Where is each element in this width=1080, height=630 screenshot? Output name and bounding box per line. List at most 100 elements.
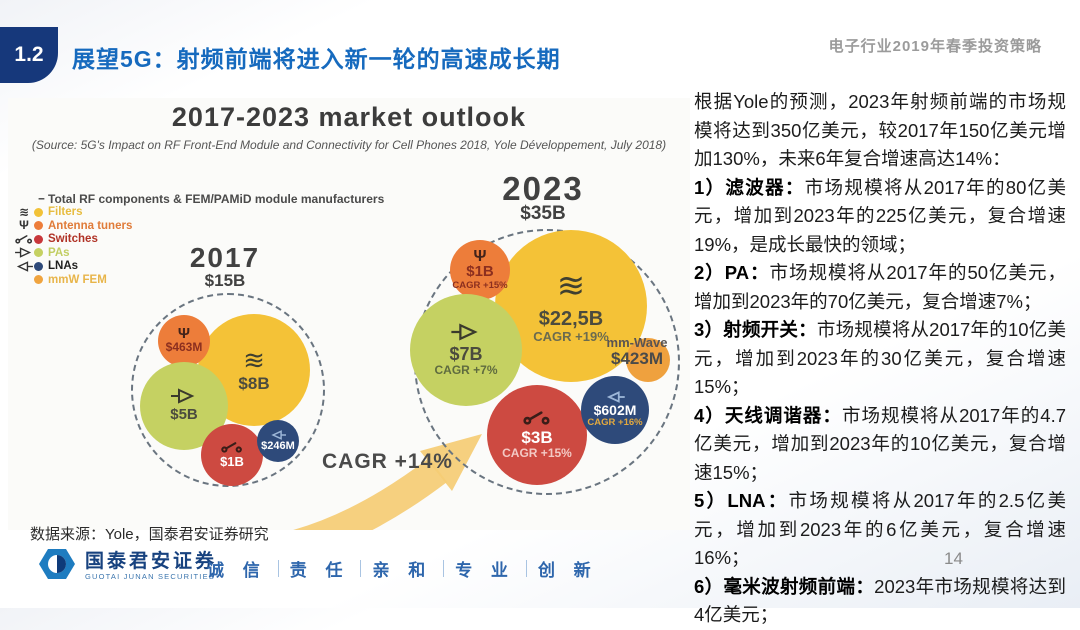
mmwave-label: mm-Wave $423M <box>596 336 678 368</box>
bubble-value: $8B <box>238 374 270 394</box>
bubble-cagr: CAGR +15% <box>452 279 508 291</box>
legend-total-label: Total RF components & FEM/PAMiD module m… <box>48 191 385 206</box>
bubble-value: $246M <box>261 439 295 452</box>
mmwave-value: $423M <box>611 349 663 368</box>
bubble-2023-pas: $7B CAGR +7% <box>410 294 522 406</box>
logo-name-en: GUOTAI JUNAN SECURITIES <box>85 572 215 581</box>
bubble-cagr: CAGR +19% <box>533 328 609 344</box>
bubble-value: $1B <box>466 263 494 281</box>
lna-amplifier-icon <box>605 391 625 403</box>
legend-label-antenna-tuners: Antenna tuners <box>48 219 133 232</box>
analysis-item-mmwave: 6）毫米波射频前端：2023年市场规模将达到4亿美元； <box>694 575 1066 626</box>
bubble-value: $22,5B <box>538 307 604 330</box>
dashed-circle-2017 <box>131 293 325 487</box>
chart-legend: -- Total RF components & FEM/PAMiD modul… <box>14 192 384 287</box>
pa-amplifier-icon <box>14 247 34 258</box>
legend-label-mmw-fem: mmW FEM <box>48 273 107 286</box>
switch-icon <box>523 410 551 425</box>
section-number-badge: 1.2 <box>0 27 58 83</box>
bubble-2023-mmwave <box>626 338 670 382</box>
analysis-intro: 根据Yole的预测，2023年射频前端的市场规模将达到350亿美元，较2017年… <box>694 91 1066 169</box>
bubble-2023-lnas: $602M CAGR +16% <box>581 376 649 444</box>
value-word: 亲 和 <box>372 561 433 580</box>
year-2017: 2017 <box>189 242 261 273</box>
dashed-line-icon: -- <box>38 192 45 205</box>
legend-label-switches: Switches <box>48 233 98 246</box>
antenna-tuner-icon: Ψ <box>19 218 29 233</box>
antenna-tuner-icon: Ψ <box>177 325 191 343</box>
page-number: 14 <box>944 549 963 568</box>
legend-dot-switches <box>34 234 43 244</box>
data-source-note: 数据来源：Yole，国泰君安证券研究 <box>30 526 269 543</box>
chart-source-note: (Source: 5G's Impact on RF Front-End Mod… <box>31 138 667 152</box>
legend-row-switches: Switches <box>14 233 384 247</box>
market-outlook-chart: 2017-2023 market outlook (Source: 5G's I… <box>8 98 690 530</box>
legend-dot-mmw-fem <box>34 275 43 285</box>
bubble-2023-antenna-tuners: Ψ $1B CAGR +15% <box>450 240 510 300</box>
section-number: 1.2 <box>14 43 44 66</box>
report-title: 电子行业2019年春季投资策略 <box>828 38 1042 55</box>
analysis-item-filters: 1）滤波器：市场规模将从2017年的80亿美元，增加到2023年的225亿美元，… <box>694 176 1067 255</box>
value-word: 责 任 <box>289 561 350 580</box>
legend-row-pas: PAs <box>14 246 384 260</box>
lna-amplifier-icon <box>14 261 34 272</box>
filter-waves-icon: ≋ <box>243 344 265 375</box>
page-title: 展望5G：射频前端将进入新一轮的高速成长期 <box>72 46 561 72</box>
company-logo: 国泰君安证券 GUOTAI JUNAN SECURITIES <box>38 548 217 585</box>
analysis-item-switch: 3）射频开关：市场规模将从2017年的10亿美元，增加到2023年的30亿美元，… <box>694 319 1067 397</box>
guotai-junan-logo-icon <box>38 548 76 585</box>
year-2023: 2023 <box>502 170 584 207</box>
value-word: 诚 信 <box>207 561 267 580</box>
value-word: 专 业 <box>455 561 515 580</box>
analysis-item-pa: 2）PA：市场规模将从2017年的50亿美元，增加到2023年的70亿美元，复合… <box>694 262 1066 312</box>
bubble-cagr: CAGR +7% <box>434 363 498 378</box>
total-2023: $35B <box>520 203 566 224</box>
legend-label-filters: Filters <box>48 206 83 219</box>
bubble-value: $602M <box>593 402 637 419</box>
legend-row-lnas: LNAs <box>14 260 384 274</box>
legend-dot-pas <box>34 248 43 258</box>
total-2017: $15B <box>204 271 246 290</box>
antenna-tuner-icon: Ψ <box>473 248 487 266</box>
value-word: 创 新 <box>537 561 598 580</box>
group-label-2023: 2023 $35B <box>468 172 618 223</box>
switch-icon <box>221 441 243 453</box>
chart-title: 2017-2023 market outlook <box>171 102 527 132</box>
logo-name-cn: 国泰君安证券 <box>85 551 218 572</box>
logo-text: 国泰君安证券 GUOTAI JUNAN SECURITIES <box>85 551 218 582</box>
bubble-value: $5B <box>170 406 198 424</box>
legend-dot-antenna-tuners <box>34 221 43 231</box>
legend-row-total: -- Total RF components & FEM/PAMiD modul… <box>14 192 384 206</box>
pa-amplifier-icon <box>451 322 481 341</box>
bubble-value: $1B <box>220 453 244 469</box>
group-label-2017: 2017 $15B <box>155 244 295 290</box>
overall-cagr-label: CAGR +14% <box>322 450 453 473</box>
company-values-motto: 诚 信 责 任 亲 和 专 业 创 新 <box>207 556 598 581</box>
bubble-cagr: CAGR +16% <box>587 417 643 429</box>
legend-label-lnas: LNAs <box>48 260 79 273</box>
divider <box>277 560 279 577</box>
filter-waves-icon: ≋ <box>556 267 586 306</box>
analysis-text: 根据Yole的预测，2023年射频前端的市场规模将达到350亿美元，较2017年… <box>694 88 1066 630</box>
legend-label-pas: PAs <box>48 246 70 259</box>
legend-row-filters: ≋ Filters <box>14 204 384 220</box>
bubble-2023-switches: $3B CAGR +15% <box>487 385 587 485</box>
bubble-cagr: CAGR +15% <box>502 446 572 461</box>
bubble-value: $463M <box>165 340 203 355</box>
divider <box>525 560 527 577</box>
legend-dot-lnas <box>34 261 43 271</box>
analysis-item-lna: 5）LNA：市场规模将从2017年的2.5亿美元，增加到2023年的6亿美元，复… <box>694 490 1066 568</box>
pa-amplifier-icon <box>171 388 197 404</box>
divider <box>443 560 445 577</box>
bubble-2017-lnas: $246M <box>257 420 299 462</box>
analysis-item-antenna-tuner: 4）天线调谐器：市场规模将从2017年的4.7亿美元，增加到2023年的10亿美… <box>694 404 1067 483</box>
legend-row-antenna-tuners: Ψ Antenna tuners <box>14 219 384 233</box>
bubble-value: $3B <box>521 427 553 447</box>
bubble-value: $7B <box>449 343 483 364</box>
divider <box>360 560 362 577</box>
mmwave-name: mm-Wave <box>606 335 668 350</box>
switch-icon <box>14 234 34 244</box>
filter-waves-icon: ≋ <box>18 204 30 219</box>
bubble-2017-antenna-tuners: Ψ $463M <box>158 315 210 367</box>
legend-dot-filters <box>34 207 43 217</box>
